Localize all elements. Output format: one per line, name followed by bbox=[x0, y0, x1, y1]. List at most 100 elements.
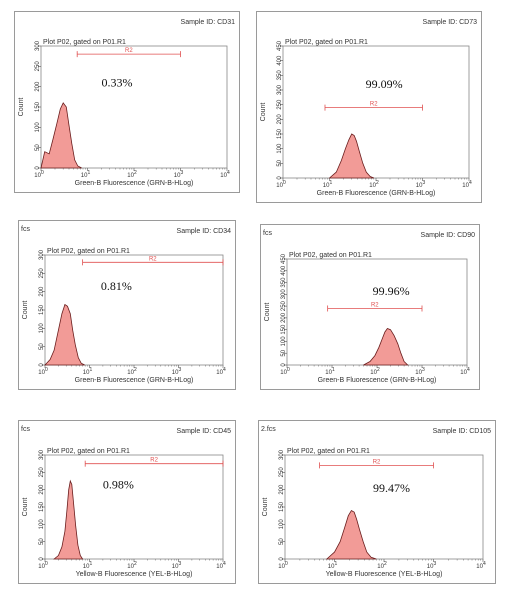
y-tick-label: 50 bbox=[35, 144, 41, 151]
x-tick-label: 101 bbox=[81, 170, 91, 179]
histogram-area bbox=[363, 328, 409, 366]
y-tick-label: 350 bbox=[277, 70, 283, 81]
x-axis-label: Yellow-B Fluorescence (YEL-B-HLog) bbox=[76, 571, 193, 578]
y-tick-label: 150 bbox=[39, 304, 45, 315]
histogram-panel-cd90: fcs Sample ID: CD90 Plot P02, gated on P01… bbox=[260, 224, 480, 390]
gate-percentage: 0.81% bbox=[101, 279, 132, 293]
y-tick-label: 50 bbox=[279, 538, 285, 545]
x-tick-label: 103 bbox=[427, 561, 437, 570]
y-tick-label: 50 bbox=[281, 349, 287, 356]
y-tick-label: 400 bbox=[281, 265, 287, 276]
y-axis-label: Count bbox=[264, 303, 271, 322]
plot-title: Plot P02, gated on P01.R1 bbox=[289, 252, 372, 259]
y-tick-label: 200 bbox=[39, 286, 45, 297]
y-tick-label: 200 bbox=[39, 484, 45, 495]
y-tick-label: 0 bbox=[35, 166, 41, 170]
sample-id: Sample ID: CD45 bbox=[177, 428, 232, 435]
gate-percentage: 0.98% bbox=[103, 477, 134, 491]
x-tick-label: 102 bbox=[127, 561, 137, 570]
y-tick-label: 100 bbox=[281, 336, 287, 347]
y-tick-label: 0 bbox=[281, 363, 287, 367]
sample-id: Sample ID: CD34 bbox=[177, 228, 232, 235]
x-axis-label: Green-B Fluorescence (GRN-B-HLog) bbox=[75, 180, 194, 187]
y-tick-label: 300 bbox=[39, 249, 45, 260]
x-tick-label: 101 bbox=[323, 180, 333, 189]
y-tick-label: 100 bbox=[277, 143, 283, 154]
x-tick-label: 103 bbox=[174, 170, 184, 179]
y-tick-label: 150 bbox=[277, 128, 283, 139]
histogram-panel-cd105: 2.fcs Sample ID: CD105 Plot P02, gated on … bbox=[258, 420, 496, 584]
x-tick-label: 103 bbox=[416, 180, 426, 189]
y-tick-label: 150 bbox=[35, 101, 41, 112]
y-tick-label: 150 bbox=[279, 501, 285, 512]
sample-id: Sample ID: CD105 bbox=[433, 428, 491, 435]
y-axis-label: Count bbox=[18, 98, 25, 117]
x-tick-label: 104 bbox=[460, 367, 470, 376]
y-axis-label: Count bbox=[260, 103, 267, 122]
y-tick-label: 50 bbox=[277, 159, 283, 166]
gate-percentage: 99.96% bbox=[373, 284, 410, 298]
y-tick-label: 200 bbox=[277, 114, 283, 125]
x-axis-label: Yellow-B Fluorescence (YEL-B-HLog) bbox=[326, 571, 443, 578]
y-tick-label: 250 bbox=[39, 268, 45, 279]
x-tick-label: 104 bbox=[476, 561, 486, 570]
histogram-panel-cd45: fcs Sample ID: CD45 Plot P02, gated on P01… bbox=[18, 420, 236, 584]
y-tick-label: 250 bbox=[281, 300, 287, 311]
histogram-chart: fcs Sample ID: CD45 Plot P02, gated on P01… bbox=[21, 426, 232, 578]
x-tick-label: 100 bbox=[38, 367, 48, 376]
gate-label: R2 bbox=[125, 48, 133, 54]
x-tick-label: 104 bbox=[462, 180, 472, 189]
x-tick-label: 101 bbox=[325, 367, 335, 376]
plot-title: Plot P02, gated on P01.R1 bbox=[43, 39, 126, 46]
y-tick-label: 200 bbox=[35, 81, 41, 92]
histogram-chart: 2.fcs Sample ID: CD105 Plot P02, gated on … bbox=[261, 426, 491, 578]
y-tick-label: 250 bbox=[35, 61, 41, 72]
x-tick-label: 104 bbox=[216, 561, 226, 570]
x-tick-label: 102 bbox=[127, 170, 137, 179]
histogram-area bbox=[52, 479, 84, 560]
y-tick-label: 200 bbox=[281, 312, 287, 323]
y-tick-label: 50 bbox=[39, 538, 45, 545]
y-tick-label: 250 bbox=[279, 467, 285, 478]
x-axis-label: Green-B Fluorescence (GRN-B-HLog) bbox=[75, 377, 194, 384]
y-tick-label: 100 bbox=[39, 323, 45, 334]
file-label: fcs bbox=[263, 230, 272, 237]
y-tick-label: 50 bbox=[39, 343, 45, 350]
x-tick-label: 102 bbox=[370, 367, 380, 376]
y-tick-label: 0 bbox=[39, 557, 45, 561]
plot-title: Plot P02, gated on P01.R1 bbox=[285, 39, 368, 46]
x-tick-label: 101 bbox=[83, 367, 93, 376]
x-tick-label: 100 bbox=[38, 561, 48, 570]
x-tick-label: 100 bbox=[276, 180, 286, 189]
histogram-chart: Sample ID: CD31 Plot P02, gated on P01.R1… bbox=[18, 19, 236, 187]
histogram-panel-cd73: Sample ID: CD73 Plot P02, gated on P01.R1… bbox=[256, 11, 482, 203]
x-tick-label: 102 bbox=[377, 561, 387, 570]
y-tick-label: 400 bbox=[277, 55, 283, 66]
y-axis-label: Count bbox=[22, 498, 29, 517]
plot-frame bbox=[286, 258, 468, 366]
sample-id: Sample ID: CD90 bbox=[421, 232, 476, 239]
gate-label: R2 bbox=[370, 102, 378, 108]
x-tick-label: 101 bbox=[83, 561, 93, 570]
x-tick-label: 100 bbox=[278, 561, 288, 570]
sample-id: Sample ID: CD31 bbox=[181, 19, 236, 26]
plot-frame bbox=[282, 45, 470, 179]
plot-title: Plot P02, gated on P01.R1 bbox=[47, 248, 130, 255]
file-label: fcs bbox=[21, 226, 30, 233]
gate-percentage: 99.09% bbox=[366, 77, 403, 91]
y-tick-label: 350 bbox=[281, 277, 287, 288]
y-axis-label: Count bbox=[262, 498, 269, 517]
y-tick-label: 300 bbox=[279, 449, 285, 460]
histogram-panel-cd31: Sample ID: CD31 Plot P02, gated on P01.R1… bbox=[14, 11, 240, 193]
y-tick-label: 250 bbox=[39, 467, 45, 478]
histogram-area bbox=[325, 509, 377, 560]
x-tick-label: 103 bbox=[415, 367, 425, 376]
plot-frame bbox=[284, 454, 484, 560]
y-tick-label: 300 bbox=[35, 40, 41, 51]
file-label: 2.fcs bbox=[261, 426, 276, 433]
x-tick-label: 100 bbox=[280, 367, 290, 376]
y-tick-label: 450 bbox=[277, 40, 283, 51]
gate-percentage: 0.33% bbox=[101, 76, 132, 90]
y-tick-label: 0 bbox=[277, 176, 283, 180]
histogram-panel-cd34: fcs Sample ID: CD34 Plot P02, gated on P01… bbox=[18, 220, 236, 390]
